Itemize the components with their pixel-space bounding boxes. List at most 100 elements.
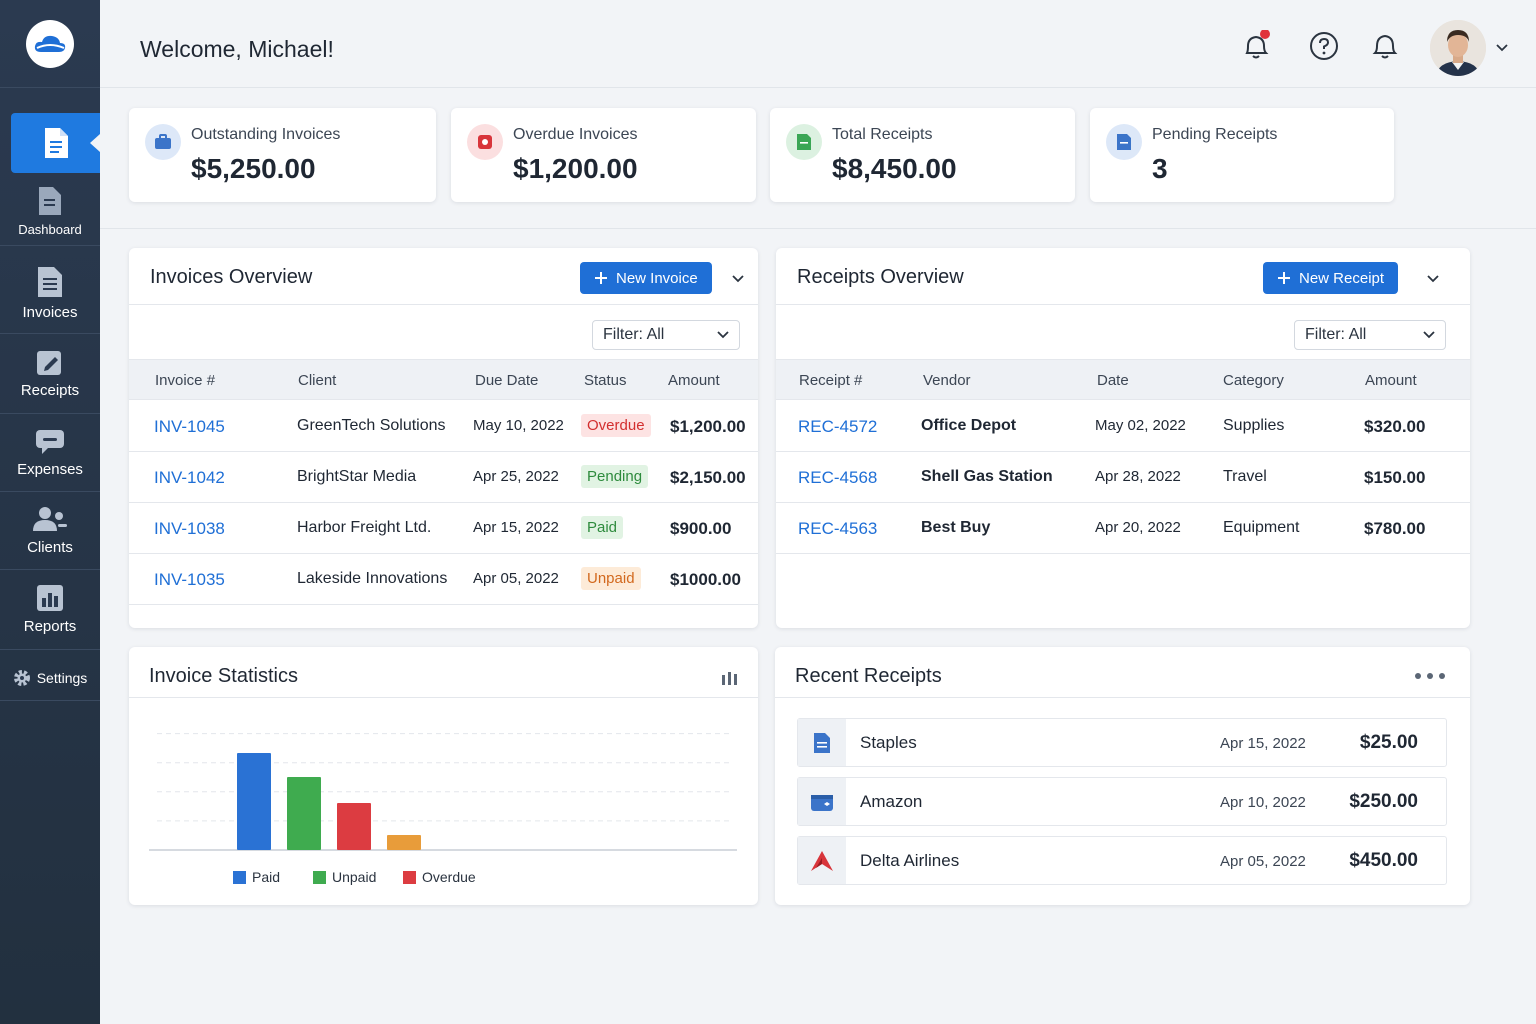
invoices-filter-select[interactable]: Filter: All xyxy=(592,320,740,350)
stat-label: Overdue Invoices xyxy=(513,126,638,143)
active-nav-indicator[interactable] xyxy=(11,113,100,173)
welcome-message: Welcome, Michael! xyxy=(140,36,334,62)
column-header: Amount xyxy=(668,372,720,389)
new-invoice-button[interactable]: New Invoice xyxy=(580,262,712,294)
legend-label: Overdue xyxy=(422,869,476,885)
receipt-date: Apr 15, 2022 xyxy=(1220,735,1306,752)
legend-label: Paid xyxy=(252,869,281,885)
chevron-down-icon xyxy=(732,275,744,283)
document-icon xyxy=(44,128,68,158)
avatar[interactable] xyxy=(1430,20,1486,76)
status-badge: Unpaid xyxy=(581,567,641,590)
legend-swatch xyxy=(313,870,326,884)
sidebar-item-receipts[interactable]: Receipts xyxy=(0,334,100,414)
logo-area xyxy=(0,0,100,88)
column-header: Client xyxy=(298,372,337,389)
overdue-icon xyxy=(467,124,503,160)
table-row[interactable]: INV-1038 Harbor Freight Ltd. Apr 15, 202… xyxy=(129,503,758,554)
invoice-id-link[interactable]: INV-1042 xyxy=(154,468,225,487)
sidebar-item-clients[interactable]: Clients xyxy=(0,492,100,570)
alerts-button[interactable] xyxy=(1369,30,1401,62)
invoices-collapse-toggle[interactable] xyxy=(727,268,749,290)
table-row[interactable]: REC-4568 Shell Gas Station Apr 28, 2022 … xyxy=(776,452,1470,503)
list-item[interactable]: Staples Apr 15, 2022 $25.00 xyxy=(797,718,1447,767)
list-item[interactable]: Amazon Apr 10, 2022 $250.00 xyxy=(797,777,1447,826)
document-icon xyxy=(798,719,846,766)
receipt-date: Apr 20, 2022 xyxy=(1095,519,1181,536)
invoice-icon xyxy=(38,266,62,297)
invoice-bar-chart xyxy=(149,733,737,851)
notifications-button[interactable] xyxy=(1240,30,1272,62)
receipts-filter-select[interactable]: Filter: All xyxy=(1294,320,1446,350)
table-row[interactable]: INV-1035 Lakeside Innovations Apr 05, 20… xyxy=(129,554,758,605)
stat-value: 3 xyxy=(1152,153,1168,184)
stat-label: Pending Receipts xyxy=(1152,126,1278,143)
client-name: Lakeside Innovations xyxy=(297,570,448,587)
receipt-date: Apr 05, 2022 xyxy=(1220,853,1306,870)
sidebar-item-expenses[interactable]: Expenses xyxy=(0,414,100,492)
receipt-vendor: Delta Airlines xyxy=(860,851,960,870)
sidebar-item-label: Reports xyxy=(23,618,77,635)
delta-logo-icon xyxy=(798,837,846,884)
recent-receipts-panel: Recent Receipts Staples Apr 15, 2022 $25… xyxy=(775,647,1470,905)
document-icon xyxy=(39,187,61,215)
receipt-id-link[interactable]: REC-4563 xyxy=(798,519,878,538)
receipt-id-link[interactable]: REC-4568 xyxy=(798,468,878,487)
column-header: Invoice # xyxy=(155,372,216,389)
chevron-down-icon xyxy=(717,331,729,339)
receipt-amount: $25.00 xyxy=(1359,732,1418,753)
more-dots-icon xyxy=(1415,673,1445,679)
stat-value: $5,250.00 xyxy=(191,153,316,184)
sidebar-item-reports[interactable]: Reports xyxy=(0,570,100,650)
invoice-amount: $900.00 xyxy=(670,519,732,538)
chart-bar-other xyxy=(387,835,421,850)
column-header: Due Date xyxy=(475,372,539,389)
invoices-overview-panel: Invoices Overview New Invoice Filter: Al… xyxy=(129,248,758,628)
chart-options-button[interactable] xyxy=(718,667,740,689)
clients-icon xyxy=(33,507,67,531)
table-row[interactable]: INV-1045 GreenTech Solutions May 10, 202… xyxy=(129,401,758,452)
receipt-date: Apr 10, 2022 xyxy=(1220,794,1306,811)
sidebar-item-settings[interactable]: Settings xyxy=(0,655,100,701)
plus-icon xyxy=(595,272,607,284)
sidebar-item-dashboard[interactable]: Dashboard xyxy=(0,178,100,246)
invoice-statistics-panel: Invoice Statistics Paid Unpaid Overdue xyxy=(129,647,758,905)
table-row[interactable]: REC-4572 Office Depot May 02, 2022 Suppl… xyxy=(776,401,1470,452)
legend-label: Unpaid xyxy=(332,869,377,885)
receipt-date: Apr 28, 2022 xyxy=(1095,468,1181,485)
receipt-id-link[interactable]: REC-4572 xyxy=(798,417,878,436)
invoice-id-link[interactable]: INV-1038 xyxy=(154,519,225,538)
receipt-amount: $450.00 xyxy=(1349,850,1418,871)
receipts-collapse-toggle[interactable] xyxy=(1422,268,1444,290)
receipt-amount: $780.00 xyxy=(1364,519,1426,538)
app-logo[interactable] xyxy=(26,19,74,68)
invoice-id-link[interactable]: INV-1045 xyxy=(154,417,225,436)
table-row[interactable]: REC-4563 Best Buy Apr 20, 2022 Equipment… xyxy=(776,503,1470,554)
list-item[interactable]: Delta Airlines Apr 05, 2022 $450.00 xyxy=(797,836,1447,885)
receipts-overview-panel: Receipts Overview New Receipt Filter: Al… xyxy=(776,248,1470,628)
receipt-category: Supplies xyxy=(1223,417,1285,434)
stat-value: $8,450.00 xyxy=(832,153,957,184)
profile-menu-toggle[interactable] xyxy=(1495,40,1509,58)
client-name: GreenTech Solutions xyxy=(297,417,446,434)
new-receipt-button[interactable]: New Receipt xyxy=(1263,262,1399,294)
chevron-down-icon xyxy=(1496,44,1508,52)
expenses-icon xyxy=(36,430,64,454)
receipt-vendor: Amazon xyxy=(860,792,923,811)
help-button[interactable] xyxy=(1308,30,1340,62)
cloud-logo-icon xyxy=(34,35,66,52)
divider xyxy=(100,228,1536,229)
invoice-amount: $1000.00 xyxy=(670,570,741,589)
sidebar-item-label: Clients xyxy=(27,539,73,556)
stat-card-outstanding-invoices: Outstanding Invoices $5,250.00 xyxy=(129,108,436,202)
due-date: Apr 25, 2022 xyxy=(473,468,559,485)
more-options-button[interactable] xyxy=(1412,665,1448,687)
stat-label: Outstanding Invoices xyxy=(191,126,341,143)
sidebar-item-invoices[interactable]: Invoices xyxy=(0,253,100,334)
invoice-id-link[interactable]: INV-1035 xyxy=(154,570,225,589)
table-row[interactable]: INV-1042 BrightStar Media Apr 25, 2022 P… xyxy=(129,452,758,503)
legend-item-paid: Paid xyxy=(233,869,280,885)
panel-title: Recent Receipts xyxy=(795,665,942,687)
sidebar-item-label: Invoices xyxy=(22,303,78,321)
legend-swatch xyxy=(403,870,416,884)
